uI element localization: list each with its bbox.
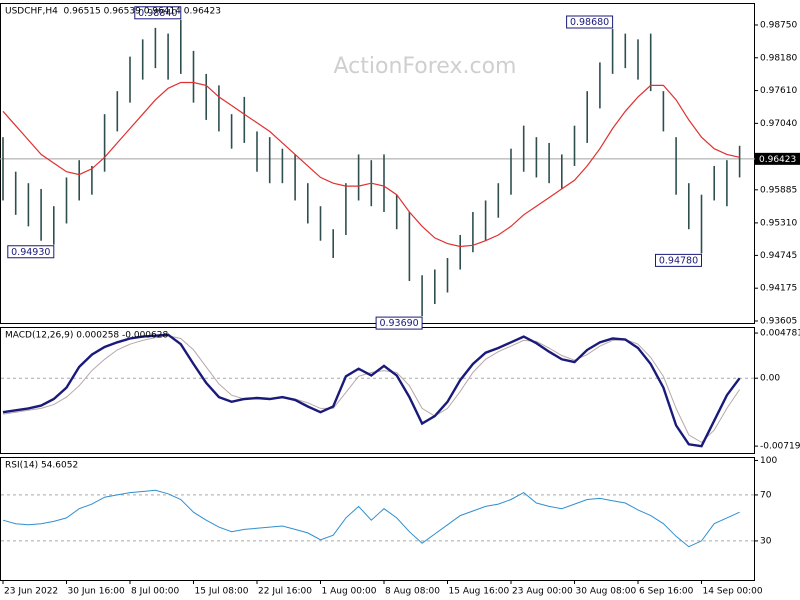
price-panel [0, 3, 755, 324]
price-annotation-box [7, 245, 55, 259]
x-tick-label: 1 Aug 00:00 [322, 587, 377, 597]
price-annotation: 0.98840 [138, 8, 177, 19]
macd-line [2, 333, 741, 448]
price-annotation-box [566, 15, 614, 29]
x-tick-label: 22 Jul 16:00 [258, 587, 312, 597]
price-annotation: 0.94780 [659, 255, 698, 266]
y-tick-label: 0.95885 [760, 185, 797, 195]
price-annotation: 0.98680 [570, 17, 609, 28]
y-tick-label: 0.95310 [760, 218, 797, 228]
price-annotation-box [655, 253, 702, 267]
macd-line [2, 335, 741, 444]
panel-title: MACD(12,26,9) 0.000258 -0.000628 [5, 331, 168, 341]
x-tick-label: 14 Sep 00:00 [703, 587, 763, 597]
panel-title: RSI(14) 54.6052 [5, 461, 78, 471]
price-annotation-box [134, 6, 182, 20]
x-tick-label: 23 Jun 2022 [4, 587, 58, 597]
y-tick-label: 0.00 [760, 374, 780, 384]
y-tick-label: 0.98180 [760, 53, 797, 63]
x-tick-label: 23 Aug 00:00 [512, 587, 573, 597]
y-tick-label: 70 [760, 490, 772, 500]
x-tick-label: 15 Aug 16:00 [449, 587, 510, 597]
y-tick-label: 0.97610 [760, 86, 797, 96]
watermark: ActionForex.com [334, 54, 517, 79]
current-price-label: 0.96423 [759, 155, 796, 165]
moving-average [2, 81, 740, 248]
y-tick-label: -0.007191 [760, 442, 800, 452]
price-annotation: 0.94930 [11, 247, 50, 258]
macd-panel [0, 327, 755, 454]
y-tick-label: 30 [760, 536, 772, 546]
y-tick-label: 0.98750 [760, 20, 797, 30]
price-annotation-box [375, 316, 423, 330]
y-tick-label: 0.97040 [760, 119, 797, 129]
x-tick-label: 30 Jun 16:00 [68, 587, 125, 597]
x-tick-label: 8 Jul 00:00 [131, 587, 180, 597]
y-tick-label: 0.004781 [760, 329, 800, 339]
y-tick-label: 0.93605 [760, 316, 797, 326]
y-tick-label: 100 [760, 456, 777, 466]
current-price-box [755, 152, 800, 165]
rsi-line [2, 489, 740, 548]
y-tick-label: 0.94745 [760, 251, 797, 261]
x-tick-label: 15 Jul 08:00 [195, 587, 249, 597]
rsi-panel [0, 457, 755, 581]
y-tick-label: 0.94175 [760, 284, 797, 294]
x-tick-label: 6 Sep 16:00 [639, 587, 694, 597]
panel-title: USDCHF,H4 0.96515 0.96539 0.96414 0.9642… [5, 7, 221, 17]
price-annotation: 0.93690 [379, 318, 418, 329]
x-tick-label: 8 Aug 08:00 [385, 587, 440, 597]
x-tick-label: 30 Aug 08:00 [576, 587, 637, 597]
